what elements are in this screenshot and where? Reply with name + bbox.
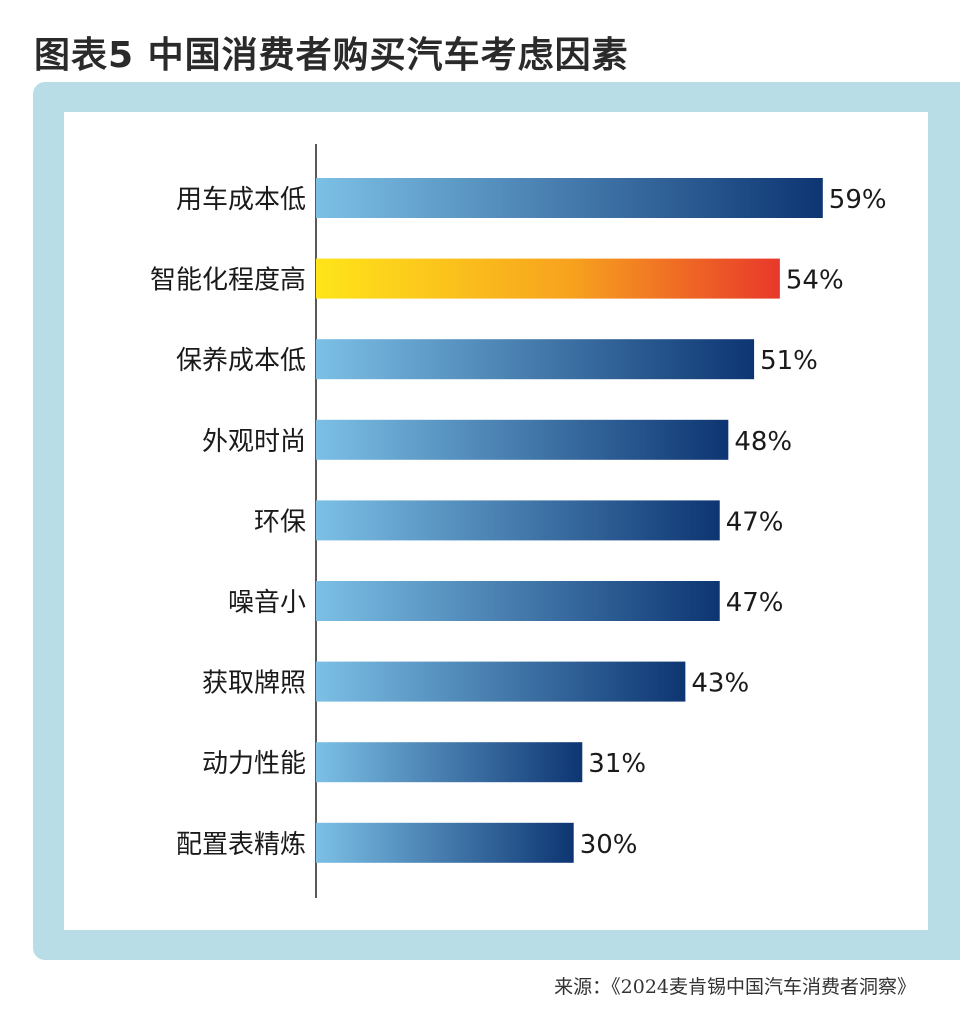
category-label: 用车成本低 [176, 185, 306, 215]
value-label: 43% [691, 669, 749, 699]
bar [316, 500, 720, 541]
category-label: 保养成本低 [176, 346, 306, 376]
chart-panel: 用车成本低 59% 智能化程度高 54% 保养成本低 51% 外观时尚 48% 环保 47% 噪音小… [64, 112, 928, 930]
value-label: 31% [588, 749, 646, 779]
bar [316, 822, 574, 863]
category-label: 配置表精炼 [176, 830, 306, 860]
category-label: 动力性能 [202, 749, 306, 779]
value-label: 47% [726, 507, 784, 537]
value-label: 47% [726, 588, 784, 618]
value-label: 59% [829, 185, 887, 215]
value-label: 51% [760, 346, 818, 376]
bar [316, 419, 729, 460]
value-label: 30% [580, 830, 638, 860]
bar [316, 339, 755, 380]
category-label: 噪音小 [228, 588, 306, 618]
bar [316, 258, 780, 299]
category-label: 智能化程度高 [150, 266, 306, 296]
category-label: 外观时尚 [202, 427, 306, 457]
source-note: 来源：《2024麦肯锡中国汽车消费者洞察》 [554, 976, 916, 998]
value-label: 48% [734, 427, 792, 457]
bar [316, 581, 720, 621]
bar [316, 661, 686, 702]
category-label: 环保 [254, 507, 306, 537]
category-label: 获取牌照 [202, 669, 306, 699]
bar [316, 742, 583, 783]
value-label: 54% [786, 266, 844, 296]
bar [316, 178, 823, 218]
bar-chart: 用车成本低 59% 智能化程度高 54% 保养成本低 51% 外观时尚 48% 环保 47% 噪音小… [150, 144, 887, 898]
chart-title: 图表5 中国消费者购买汽车考虑因素 [34, 35, 629, 76]
